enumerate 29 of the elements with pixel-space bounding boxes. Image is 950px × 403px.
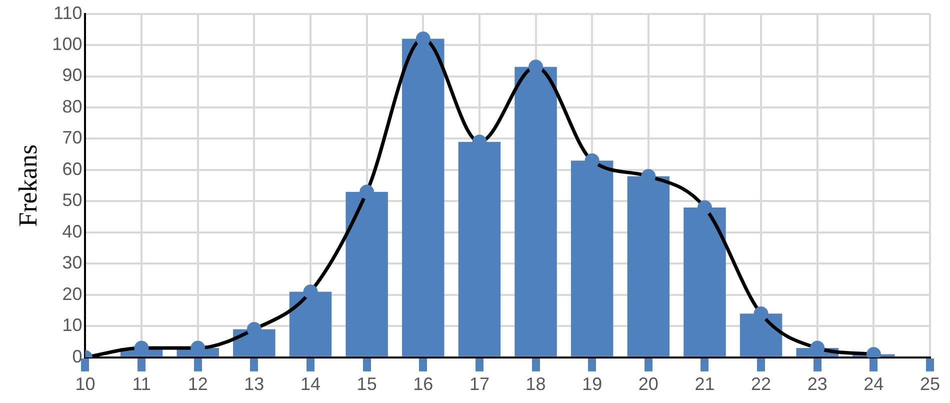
x-tick-label: 11 [132, 374, 151, 394]
x-tick-label: 10 [75, 374, 96, 394]
y-tick-label: 90 [62, 65, 82, 86]
x-tick-label: 15 [356, 374, 377, 394]
y-tick-label: 60 [62, 158, 82, 179]
y-tick-label: 70 [62, 128, 82, 148]
x-tick-label: 24 [864, 374, 884, 394]
x-tick-label: 17 [469, 374, 490, 394]
x-tick-label: 14 [300, 374, 321, 394]
y-tick-label: 10 [62, 315, 82, 336]
y-tick-label: 110 [54, 2, 82, 23]
x-tick-label: 22 [751, 374, 772, 394]
x-tick-label: 18 [526, 374, 546, 394]
y-tick-label: 100 [52, 34, 82, 54]
x-tick-label: 21 [694, 374, 715, 394]
y-tick-label: 30 [62, 252, 82, 273]
x-tick-label: 20 [638, 374, 658, 394]
y-tick-label: 20 [62, 284, 82, 304]
x-tick-label: 19 [582, 374, 602, 394]
x-tick-label: 16 [413, 374, 434, 394]
x-tick-label: 23 [807, 374, 828, 394]
y-tick-label: 80 [62, 96, 82, 116]
x-tick-label: 13 [244, 374, 264, 394]
x-tick-label: 12 [188, 374, 208, 394]
y-tick-label: 40 [62, 221, 82, 242]
y-tick-label: 50 [62, 190, 82, 210]
y-tick-label: 0 [72, 346, 82, 366]
x-tick-label: 25 [920, 374, 940, 394]
y-axis-title: Frekans [13, 144, 42, 227]
